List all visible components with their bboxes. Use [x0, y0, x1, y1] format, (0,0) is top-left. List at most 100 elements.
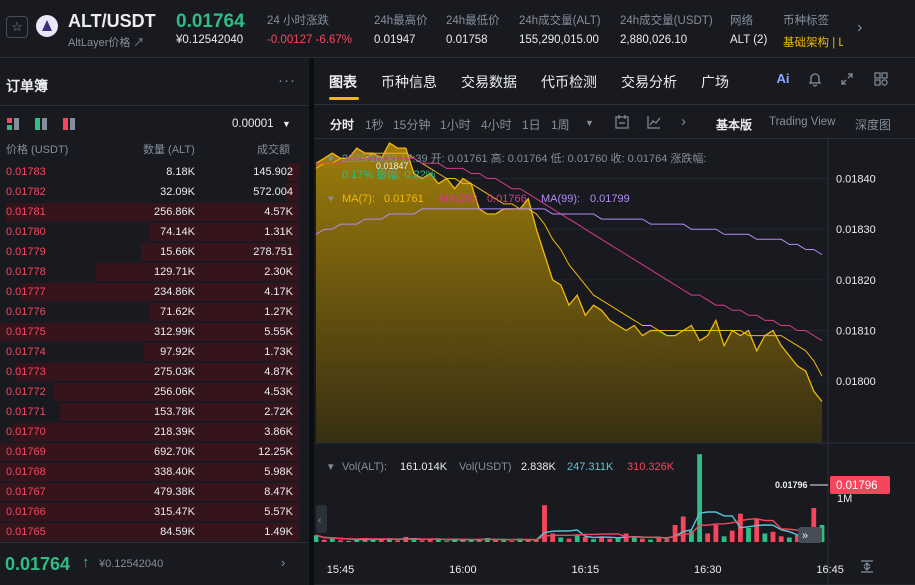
timeframe-15m[interactable]: 15分钟: [393, 118, 431, 132]
ask-row[interactable]: 0.01771 153.78K 2.72K: [0, 402, 300, 422]
view-both-icon[interactable]: [7, 118, 19, 130]
divider: [314, 138, 915, 139]
ask-total: 572.004: [253, 186, 293, 198]
scroll-left-button[interactable]: ‹: [316, 505, 327, 533]
timeframe-1w[interactable]: 1周: [551, 118, 570, 132]
price-chart[interactable]: BINANCE 0.018400.018300.018200.018100.01…: [314, 139, 915, 585]
pair-name[interactable]: ALT/USDT: [68, 11, 156, 31]
chevron-right-icon[interactable]: ›: [857, 19, 863, 36]
depth-bar: [60, 403, 300, 421]
caret-down-icon[interactable]: ▼: [282, 119, 291, 129]
view-asks-icon[interactable]: [63, 118, 75, 130]
ask-row[interactable]: 0.01772 256.06K 4.53K: [0, 382, 300, 402]
y-tick-label: 0.01800: [836, 376, 876, 388]
indicator-chart-icon[interactable]: [646, 114, 662, 133]
ask-price: 0.01778: [6, 266, 46, 278]
ask-row[interactable]: 0.01768 338.40K 5.98K: [0, 462, 300, 482]
ask-row[interactable]: 0.01774 97.92K 1.73K: [0, 342, 300, 362]
volume-bar: [378, 538, 384, 542]
depth-bar: [0, 503, 300, 521]
volume-legend: ▾ Vol(ALT): 161.014K Vol(USDT) 2.838K 24…: [328, 461, 852, 505]
ask-row[interactable]: 0.01777 234.86K 4.17K: [0, 282, 300, 302]
y-tick-label: 0.01820: [836, 275, 876, 287]
more-dots-icon[interactable]: ···: [278, 72, 296, 89]
volume-bar: [395, 540, 400, 542]
stat-low-value: 0.01758: [446, 34, 488, 46]
ask-total: 278.751: [253, 246, 293, 258]
view-depth[interactable]: 深度图: [855, 118, 892, 132]
ask-total: 4.53K: [264, 386, 293, 398]
ask-row[interactable]: 0.01781 256.86K 4.57K: [0, 202, 300, 222]
ask-row[interactable]: 0.01767 479.38K 8.47K: [0, 482, 300, 502]
ask-price: 0.01776: [6, 306, 46, 318]
tab-square[interactable]: 广场: [701, 74, 729, 90]
ask-total: 1.49K: [264, 526, 293, 538]
ask-row[interactable]: 0.01776 71.62K 1.27K: [0, 302, 300, 322]
stat-vol-alt-value: 155,290,015.00: [519, 34, 599, 46]
bell-icon[interactable]: [805, 71, 825, 91]
ask-row[interactable]: 0.01769 692.70K 12.25K: [0, 442, 300, 462]
tab-coin-info[interactable]: 币种信息: [381, 74, 437, 90]
view-tradingview[interactable]: Trading View: [769, 116, 836, 128]
panel-gutter: [309, 58, 314, 585]
indicator-settings-icon[interactable]: [614, 114, 630, 133]
ask-qty: 275.03K: [154, 366, 195, 378]
favorite-star-icon[interactable]: ☆: [6, 16, 28, 38]
volume-bar: [427, 539, 433, 542]
collapse-caret-icon: ▾: [328, 193, 334, 205]
ask-row[interactable]: 0.01765 84.59K 1.49K: [0, 522, 300, 542]
ask-row[interactable]: 0.01782 32.09K 572.004: [0, 182, 300, 202]
ask-row[interactable]: 0.01766 315.47K 5.57K: [0, 502, 300, 522]
chevron-right-icon[interactable]: ›: [681, 113, 686, 130]
tab-token-check[interactable]: 代币检测: [541, 74, 597, 90]
stat-vol-alt-label: 24h成交量(ALT): [519, 15, 601, 27]
tab-chart[interactable]: 图表: [329, 74, 357, 90]
depth-bar: [15, 363, 300, 381]
ask-price: 0.01780: [6, 226, 46, 238]
collapse-caret-icon: ▾: [328, 461, 334, 473]
tick-size-select[interactable]: 0.00001: [232, 118, 274, 130]
timeframe-1s[interactable]: 1秒: [365, 118, 384, 132]
timeframe-1h[interactable]: 1小时: [440, 118, 471, 132]
ask-row[interactable]: 0.01773 275.03K 4.87K: [0, 362, 300, 382]
timeframe-time[interactable]: 分时: [330, 118, 355, 132]
x-tick-label: 16:45: [816, 564, 844, 576]
tab-trade-data[interactable]: 交易数据: [461, 74, 517, 90]
ask-row[interactable]: 0.01780 74.14K 1.31K: [0, 222, 300, 242]
tab-trade-analysis[interactable]: 交易分析: [621, 74, 677, 90]
ask-row[interactable]: 0.01775 312.99K 5.55K: [0, 322, 300, 342]
volume-bar: [648, 539, 653, 542]
stat-tag-value[interactable]: 基础架构 | Laun: [783, 37, 843, 49]
depth-bar: [150, 223, 300, 241]
timeframe-4h[interactable]: 4小时: [481, 118, 512, 132]
pair-subtitle-link[interactable]: AltLayer价格 ↗: [68, 37, 145, 49]
volume-bar: [493, 539, 498, 542]
ask-qty: 218.39K: [154, 426, 195, 438]
scroll-right-button[interactable]: »: [798, 527, 822, 543]
ask-price: 0.01779: [6, 246, 46, 258]
volume-bar: [329, 538, 335, 542]
view-bids-icon[interactable]: [35, 118, 47, 130]
stat-network-value[interactable]: ALT (2): [730, 34, 768, 46]
orderbook-last-price: 0.01764: [5, 554, 71, 574]
y-tick-label: 0.01810: [836, 326, 876, 338]
caret-down-icon[interactable]: ▼: [585, 118, 594, 128]
view-basic[interactable]: 基本版: [716, 118, 753, 132]
timeframe-1d[interactable]: 1日: [522, 118, 541, 132]
ask-qty: 71.62K: [160, 306, 195, 318]
vol-alt-label: Vol(ALT):: [342, 461, 387, 473]
volume-bar: [770, 531, 776, 542]
expand-icon[interactable]: [837, 71, 857, 91]
chevron-right-icon[interactable]: ›: [281, 555, 286, 570]
ask-row[interactable]: 0.01783 8.18K 145.902: [0, 162, 300, 182]
ai-icon[interactable]: Ai: [776, 71, 790, 86]
ask-row[interactable]: 0.01779 15.66K 278.751: [0, 242, 300, 262]
volume-bar: [558, 537, 564, 542]
fit-chart-icon[interactable]: [861, 560, 873, 573]
ask-total: 1.73K: [264, 346, 293, 358]
ask-price: 0.01769: [6, 446, 46, 458]
layout-grid-icon[interactable]: [871, 71, 891, 91]
volume-bar: [778, 536, 784, 542]
ask-row[interactable]: 0.01770 218.39K 3.86K: [0, 422, 300, 442]
ask-row[interactable]: 0.01778 129.71K 2.30K: [0, 262, 300, 282]
